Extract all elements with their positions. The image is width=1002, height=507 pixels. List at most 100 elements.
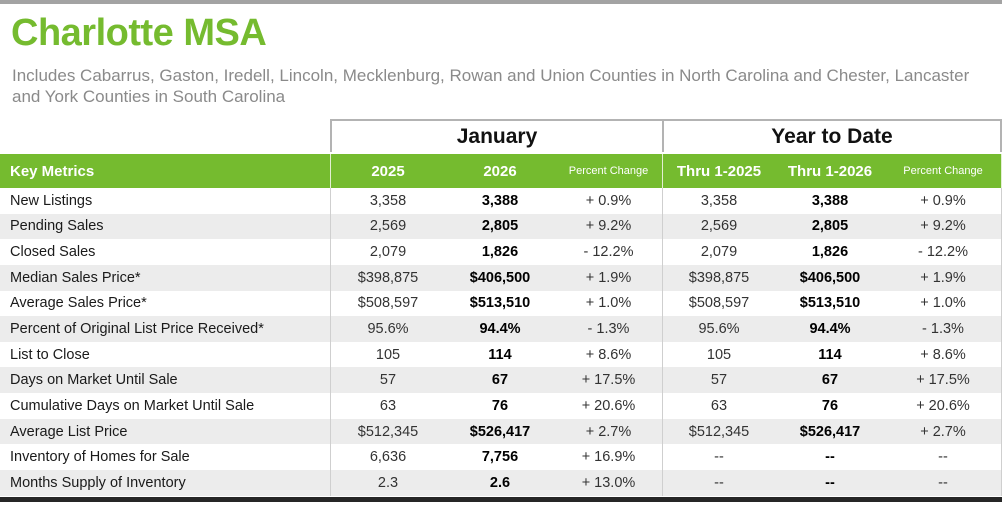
metric-label: List to Close: [10, 346, 90, 363]
group-header-year-to-date: Year to Date: [662, 119, 1002, 152]
jan-prev-year-value: 95.6%: [330, 316, 445, 342]
ytd-percent-change-value: + 1.9%: [885, 264, 1002, 291]
jan-percent-change-value: + 8.6%: [585, 346, 632, 363]
ytd-curr-year-value: 2,805: [811, 218, 849, 235]
table-row: Cumulative Days on Market Until Sale 63 …: [0, 393, 1002, 419]
jan-curr-year-value: 67: [491, 372, 509, 389]
ytd-prev-year-value: 57: [662, 367, 775, 394]
metric-label: Average List Price: [10, 423, 128, 440]
ytd-percent-change-value: + 9.2%: [885, 213, 1002, 240]
metric-label: Inventory of Homes for Sale: [10, 449, 190, 466]
table-row: Months Supply of Inventory 2.3 2.6 + 13.…: [0, 470, 1002, 496]
ytd-percent-change-value: + 20.6%: [885, 393, 1002, 419]
page-subtitle: Includes Cabarrus, Gaston, Iredell, Linc…: [12, 66, 970, 106]
ytd-prev-year-value: 2,569: [662, 213, 775, 240]
group-header-january: January: [330, 119, 662, 152]
table-row: New Listings 3,358 3,388 + 0.9% 3,358 3,…: [0, 188, 1002, 214]
ytd-prev-year-value: --: [662, 470, 775, 496]
jan-prev-year-value: 63: [330, 393, 445, 419]
metric-label: Closed Sales: [10, 244, 96, 261]
column-header-ytd-thru-2026: Thru 1-2026: [787, 162, 873, 180]
jan-percent-change-value: + 13.0%: [581, 474, 636, 491]
ytd-prev-year-value: 63: [662, 393, 775, 419]
jan-prev-year-value: 2.3: [330, 470, 445, 496]
jan-prev-year-value: 2,079: [330, 239, 445, 265]
table-row: List to Close 105 114 + 8.6% 105 114 + 8…: [0, 341, 1002, 368]
ytd-percent-change-value: - 12.2%: [885, 239, 1002, 265]
ytd-prev-year-value: 2,079: [662, 239, 775, 265]
ytd-prev-year-value: $512,345: [662, 418, 775, 445]
column-header-jan-2026: 2026: [483, 162, 517, 180]
table-row: Median Sales Price* $398,875 $406,500 + …: [0, 264, 1002, 291]
jan-curr-year-value: 1,826: [481, 244, 519, 261]
column-header-jan-percent-change: Percent Change: [568, 165, 649, 177]
ytd-curr-year-value: 76: [821, 397, 839, 414]
jan-curr-year-value: $513,510: [469, 295, 531, 312]
ytd-percent-change-value: + 17.5%: [885, 367, 1002, 394]
jan-percent-change-value: + 9.2%: [585, 218, 632, 235]
ytd-curr-year-value: $513,510: [799, 295, 861, 312]
jan-curr-year-value: $526,417: [469, 423, 531, 440]
jan-percent-change-value: + 17.5%: [581, 372, 636, 389]
ytd-prev-year-value: $508,597: [662, 290, 775, 317]
metric-label: New Listings: [10, 192, 93, 209]
ytd-prev-year-value: 95.6%: [662, 316, 775, 342]
jan-percent-change-value: + 20.6%: [581, 397, 636, 414]
column-header-ytd-percent-change: Percent Change: [885, 154, 1002, 188]
top-rule: [0, 0, 1002, 4]
ytd-prev-year-value: 105: [662, 341, 775, 368]
column-header-key-metrics: Key Metrics: [10, 162, 95, 180]
metric-label: Days on Market Until Sale: [10, 372, 178, 389]
ytd-percent-change-value: + 2.7%: [885, 418, 1002, 445]
jan-curr-year-value: 114: [488, 346, 512, 363]
metric-label: Median Sales Price*: [10, 269, 141, 286]
metric-label: Months Supply of Inventory: [10, 474, 186, 491]
metric-label: Pending Sales: [10, 218, 104, 235]
ytd-curr-year-value: 114: [818, 346, 842, 363]
jan-curr-year-value: $406,500: [469, 269, 531, 286]
ytd-curr-year-value: --: [825, 474, 835, 491]
jan-curr-year-value: 7,756: [481, 449, 519, 466]
jan-curr-year-value: 76: [491, 397, 509, 414]
jan-percent-change-value: + 1.9%: [585, 269, 632, 286]
jan-percent-change-value: + 2.7%: [585, 423, 632, 440]
key-metrics-table: January Year to Date Key Metrics 2025 20…: [0, 119, 1002, 496]
ytd-curr-year-value: $406,500: [799, 269, 861, 286]
metric-label: Average Sales Price*: [10, 295, 147, 312]
jan-prev-year-value: 3,358: [330, 188, 445, 214]
ytd-prev-year-value: $398,875: [662, 264, 775, 291]
ytd-curr-year-value: 67: [821, 372, 839, 389]
ytd-prev-year-value: 3,358: [662, 188, 775, 214]
jan-percent-change-value: - 12.2%: [583, 244, 634, 261]
jan-curr-year-value: 3,388: [481, 192, 519, 209]
group-header-row: January Year to Date: [0, 119, 1002, 152]
column-header-row: Key Metrics 2025 2026 Percent Change Thr…: [0, 154, 1002, 188]
ytd-percent-change-value: + 0.9%: [885, 188, 1002, 214]
ytd-percent-change-value: + 8.6%: [885, 341, 1002, 368]
jan-prev-year-value: $508,597: [330, 290, 445, 317]
table-row: Pending Sales 2,569 2,805 + 9.2% 2,569 2…: [0, 213, 1002, 240]
table-row: Percent of Original List Price Received*…: [0, 316, 1002, 342]
jan-percent-change-value: + 1.0%: [585, 295, 632, 312]
metric-label: Cumulative Days on Market Until Sale: [10, 397, 255, 414]
jan-curr-year-value: 2.6: [489, 474, 511, 491]
ytd-percent-change-value: --: [885, 470, 1002, 496]
bottom-rule: [0, 497, 1002, 502]
jan-prev-year-value: $398,875: [330, 264, 445, 291]
ytd-prev-year-value: --: [662, 444, 775, 471]
ytd-curr-year-value: 1,826: [811, 244, 849, 261]
jan-prev-year-value: 2,569: [330, 213, 445, 240]
ytd-curr-year-value: 3,388: [811, 192, 849, 209]
jan-curr-year-value: 2,805: [481, 218, 519, 235]
jan-prev-year-value: $512,345: [330, 418, 445, 445]
ytd-curr-year-value: $526,417: [799, 423, 861, 440]
table-row: Days on Market Until Sale 57 67 + 17.5% …: [0, 367, 1002, 394]
page-title: Charlotte MSA: [11, 12, 267, 54]
jan-percent-change-value: + 16.9%: [581, 449, 636, 466]
jan-percent-change-value: + 0.9%: [585, 192, 632, 209]
ytd-curr-year-value: --: [825, 449, 835, 466]
table-row: Inventory of Homes for Sale 6,636 7,756 …: [0, 444, 1002, 471]
group-header-spacer: [0, 119, 330, 152]
ytd-curr-year-value: 94.4%: [809, 321, 851, 338]
